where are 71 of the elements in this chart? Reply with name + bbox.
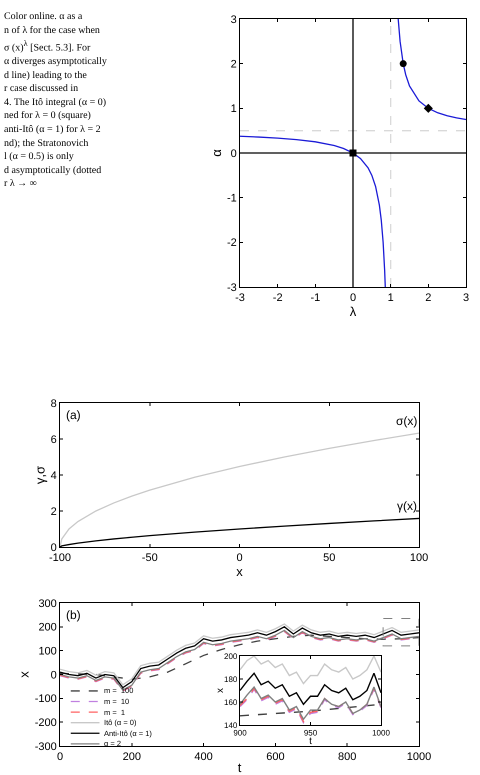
text: n of λ for the case when	[4, 24, 101, 38]
x-tick-label: 1000	[372, 728, 390, 738]
x-tick-label: -2	[272, 292, 283, 304]
line-series	[398, 19, 466, 120]
y-tick-label: 300	[38, 598, 57, 610]
y-tick-label: 180	[224, 674, 238, 684]
y-tick-label: 0	[230, 148, 237, 160]
x-tick-label: -50	[142, 552, 158, 564]
text: σ (x)$^{λ}$ [Sect. 5.3]. For	[4, 38, 92, 56]
x-axis-title: λ	[350, 304, 357, 320]
annotation: (a)	[66, 408, 81, 422]
series-label: σ(x)	[396, 414, 418, 428]
x-tick-label: 100	[410, 552, 428, 564]
x-tick-label: 200	[122, 751, 141, 764]
text: 4. The Itô integral (α = 0)	[4, 96, 108, 110]
y-tick-label: -100	[34, 693, 57, 706]
y-axis-title: x	[215, 688, 226, 693]
y-axis-title: α	[208, 148, 224, 157]
y-tick-label: 2	[230, 58, 237, 71]
y-tick-label: -200	[34, 717, 57, 730]
y-tick-label: 140	[224, 720, 238, 730]
text: nd); the Stratonovich	[4, 136, 90, 150]
x-tick-label: 3	[462, 292, 470, 304]
y-tick-label: -2	[227, 237, 237, 250]
x-tick-label: 0	[350, 292, 356, 304]
y-tick-label: 8	[50, 398, 57, 410]
y-tick-label: 100	[38, 646, 57, 658]
y-tick-label: 160	[224, 698, 238, 707]
text: ned for λ = 0 (square)	[4, 109, 92, 124]
x-tick-label: -1	[310, 292, 320, 304]
y-tick-label: 1	[230, 103, 237, 116]
annotation: (b)	[66, 608, 81, 622]
x-axis-title: t	[238, 760, 242, 775]
text: d asymptotically (dotted	[4, 164, 102, 178]
x-tick-label: 600	[266, 751, 285, 764]
text: l (α = 0.5) is only	[4, 150, 75, 164]
y-tick-label: 6	[50, 434, 57, 446]
x-tick-label: 50	[323, 552, 336, 564]
y-tick-label: 2	[50, 506, 57, 518]
text: r λ → ∞	[4, 177, 38, 192]
x-axis-title: x	[236, 564, 244, 580]
text: Color online. α as a	[4, 10, 84, 24]
x-tick-label: 1	[388, 292, 394, 304]
y-tick-label: -300	[34, 740, 57, 753]
y-tick-label: -3	[227, 282, 237, 294]
legend-label: γ(x)	[397, 499, 417, 513]
x-tick-label: 1000	[406, 751, 432, 764]
x-tick-label: 400	[194, 751, 213, 764]
y-axis-title: γ,σ	[32, 466, 48, 484]
point	[350, 150, 356, 156]
text: d line) leading to the	[4, 68, 88, 82]
y-tick-label: 0	[50, 542, 57, 554]
text: anti-Itô (α = 1) for λ = 2	[4, 123, 102, 137]
line-series	[240, 656, 381, 684]
y-tick-label: -1	[227, 192, 237, 205]
y-tick-label: 200	[224, 652, 238, 661]
point	[400, 60, 407, 68]
y-tick-label: 4	[50, 470, 57, 482]
x-tick-label: 800	[338, 751, 356, 764]
x-tick-label: 2	[425, 292, 432, 304]
y-axis-title: x	[16, 670, 32, 678]
text: α diverges asymptotically	[4, 55, 108, 69]
text: r case discussed in	[4, 82, 80, 96]
x-tick-label: 950	[304, 728, 318, 738]
y-tick-label: 200	[38, 622, 57, 634]
line-series	[240, 136, 386, 287]
x-tick-label: 900	[233, 728, 248, 738]
x-axis-title: t	[309, 736, 312, 747]
point	[424, 104, 433, 113]
y-tick-label: 3	[230, 14, 237, 26]
y-tick-label: 0	[50, 669, 57, 682]
